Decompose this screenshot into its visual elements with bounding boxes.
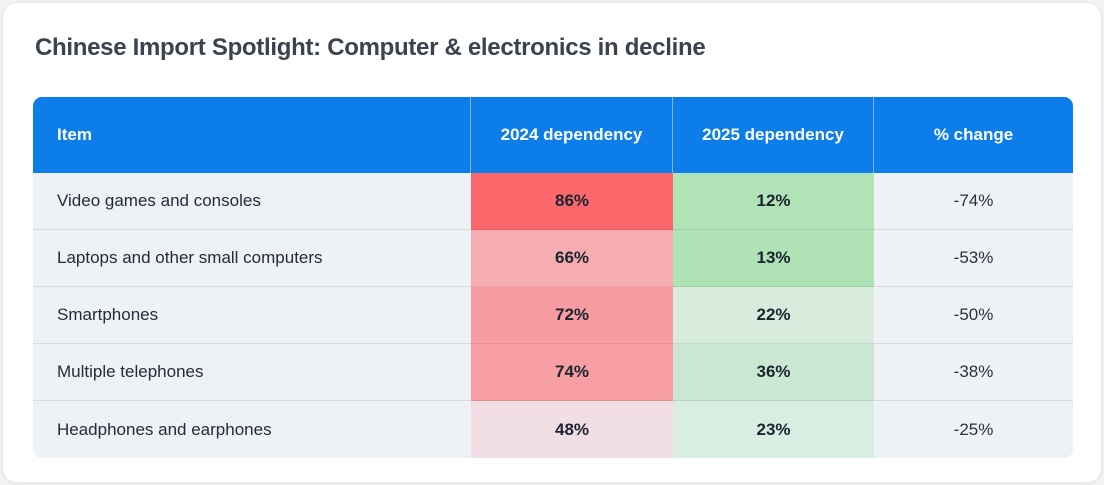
dependency-2025-cell: 36% (673, 344, 874, 401)
percent-change-cell: -50% (874, 287, 1073, 344)
header-2025-dependency: 2025 dependency (673, 97, 874, 173)
table-row: Headphones and earphones 48% 23% -25% (33, 401, 1073, 458)
dependency-2025-cell: 13% (673, 230, 874, 287)
header-item: Item (33, 97, 471, 173)
dependency-2024-cell: 86% (471, 173, 673, 230)
item-name-cell: Headphones and earphones (33, 401, 471, 458)
item-name-cell: Smartphones (33, 287, 471, 344)
dependency-2025-cell: 12% (673, 173, 874, 230)
table-row: Multiple telephones 74% 36% -38% (33, 344, 1073, 401)
percent-change-cell: -38% (874, 344, 1073, 401)
table-body: Video games and consoles 86% 12% -74% La… (33, 173, 1073, 458)
dependency-2024-cell: 48% (471, 401, 673, 458)
percent-change-cell: -25% (874, 401, 1073, 458)
percent-change-cell: -53% (874, 230, 1073, 287)
dependency-table: Item 2024 dependency 2025 dependency % c… (33, 97, 1073, 458)
dependency-2024-cell: 72% (471, 287, 673, 344)
item-name-cell: Video games and consoles (33, 173, 471, 230)
page-title: Chinese Import Spotlight: Computer & ele… (35, 34, 706, 61)
item-name-cell: Laptops and other small computers (33, 230, 471, 287)
table-row: Smartphones 72% 22% -50% (33, 287, 1073, 344)
table-row: Video games and consoles 86% 12% -74% (33, 173, 1073, 230)
table-row: Laptops and other small computers 66% 13… (33, 230, 1073, 287)
header-percent-change: % change (933, 124, 1014, 144)
table-header-row: Item 2024 dependency 2025 dependency % c… (33, 97, 1073, 173)
dependency-2025-cell: 22% (673, 287, 874, 344)
header-2024-dependency: 2024 dependency (471, 97, 673, 173)
dependency-2025-cell: 23% (673, 401, 874, 458)
dependency-2024-cell: 66% (471, 230, 673, 287)
dependency-2024-cell: 74% (471, 344, 673, 401)
percent-change-cell: -74% (874, 173, 1073, 230)
item-name-cell: Multiple telephones (33, 344, 471, 401)
